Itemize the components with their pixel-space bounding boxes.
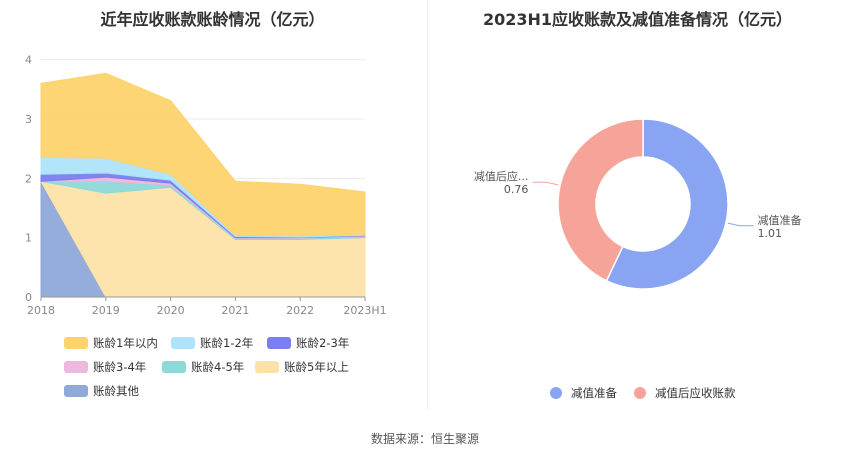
legend-label: 账龄其他 xyxy=(93,384,139,398)
data-source-note: 数据来源：恒生聚源 xyxy=(370,432,479,446)
charts-canvas: 0 1 2 3 4 2018 2019 2020 2021 2022 2023H1 账龄1年以内 账龄1… xyxy=(25,54,802,400)
legend-item[interactable]: 账龄1年以内 xyxy=(64,336,158,350)
donut-slice-减值准备[interactable] xyxy=(605,118,729,290)
legend-swatch xyxy=(64,361,88,373)
legend-swatch xyxy=(162,361,186,373)
x-tick-label: 2021 xyxy=(221,304,249,317)
x-tick-label: 2022 xyxy=(286,304,314,317)
slice-value-label: 0.76 xyxy=(504,183,529,196)
legend-item[interactable]: 账龄1-2年 xyxy=(171,336,253,350)
slice-leader-line xyxy=(532,181,559,186)
legend-item[interactable]: 账龄5年以上 xyxy=(255,360,349,374)
slice-label: 减值后应... xyxy=(474,169,529,183)
area-chart-title: 近年应收账款账龄情况（亿元） xyxy=(100,10,325,29)
legend-swatch xyxy=(64,337,88,349)
x-tick-label: 2018 xyxy=(27,304,55,317)
legend-swatch xyxy=(171,337,195,349)
panel-divider xyxy=(427,0,428,410)
donut-chart-title: 2023H1应收账款及减值准备情况（亿元） xyxy=(482,10,793,29)
legend-swatch xyxy=(267,337,291,349)
legend-item[interactable]: 账龄4-5年 xyxy=(162,360,244,374)
x-tick-label: 2020 xyxy=(157,304,185,317)
legend-item[interactable]: 账龄其他 xyxy=(64,384,139,398)
slice-value-label: 1.01 xyxy=(758,227,783,240)
legend-label: 减值准备 xyxy=(571,386,617,400)
y-tick-label: 1 xyxy=(25,232,32,245)
slice-leader-line xyxy=(727,222,754,227)
legend-label: 账龄5年以上 xyxy=(284,360,349,374)
y-tick-label: 0 xyxy=(25,291,32,304)
legend-item[interactable]: 减值后应收账款 xyxy=(634,386,736,400)
legend-marker xyxy=(634,387,646,399)
y-tick-label: 2 xyxy=(25,172,32,185)
slice-label: 减值准备 xyxy=(758,213,802,227)
y-tick-label: 4 xyxy=(25,54,32,67)
legend-label: 账龄2-3年 xyxy=(296,336,349,350)
donut-slice-减值后应收账款[interactable] xyxy=(557,118,644,282)
legend-item[interactable]: 减值准备 xyxy=(550,386,617,400)
area-series-账龄1年以内 xyxy=(40,72,366,237)
x-tick-label: 2019 xyxy=(92,304,120,317)
legend-swatch xyxy=(255,361,279,373)
legend-label: 减值后应收账款 xyxy=(655,386,736,400)
legend-label: 账龄1-2年 xyxy=(200,336,253,350)
legend-item[interactable]: 账龄2-3年 xyxy=(267,336,349,350)
y-tick-label: 3 xyxy=(25,113,32,126)
legend-marker xyxy=(550,387,562,399)
legend-label: 账龄1年以内 xyxy=(93,336,158,350)
legend-label: 账龄4-5年 xyxy=(191,360,244,374)
legend-item[interactable]: 账龄3-4年 xyxy=(64,360,146,374)
legend-swatch xyxy=(64,385,88,397)
legend-label: 账龄3-4年 xyxy=(93,360,146,374)
x-tick-label: 2023H1 xyxy=(343,304,386,317)
